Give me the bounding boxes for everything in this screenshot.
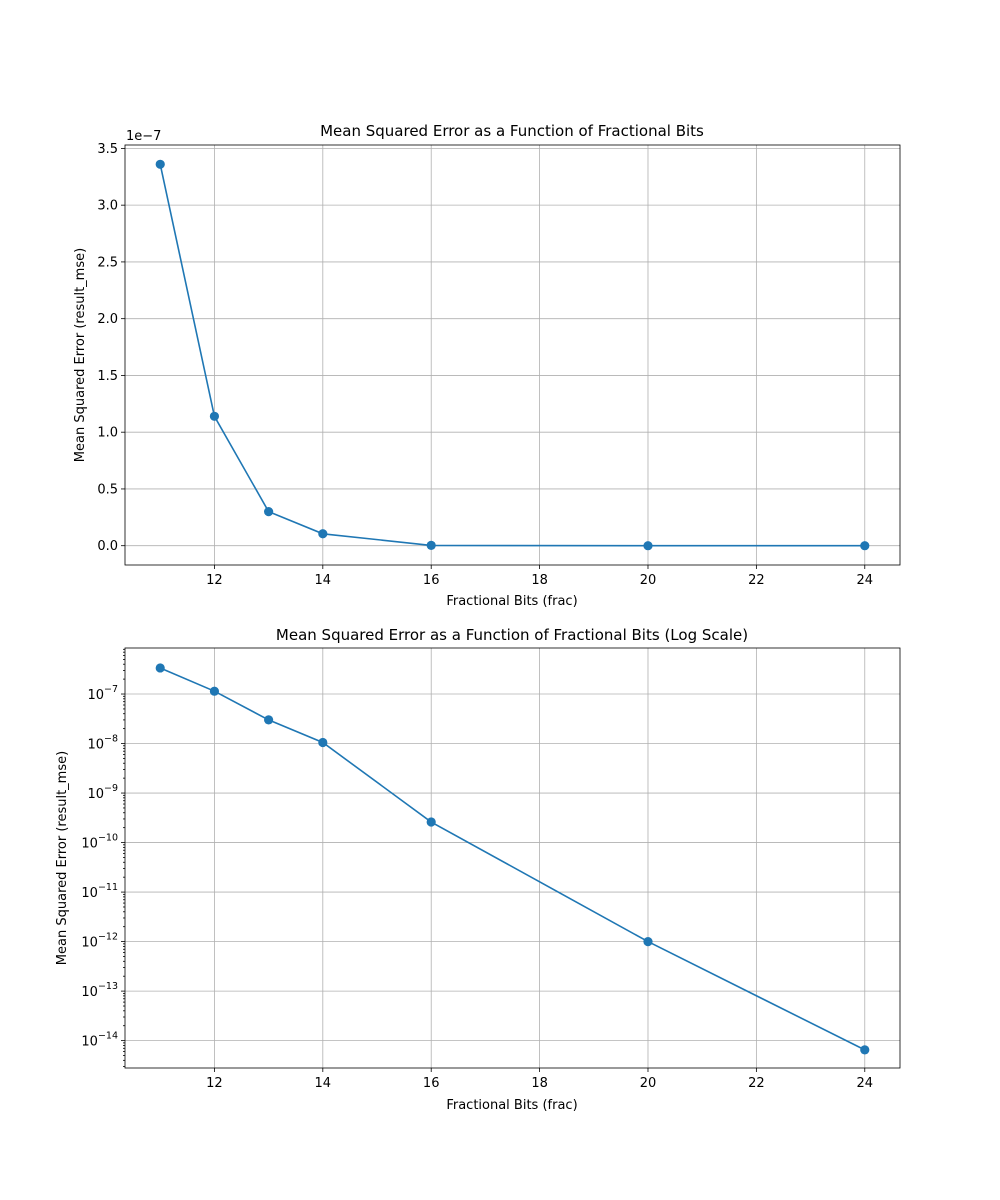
log-chart-data-point	[209, 686, 220, 696]
linear-chart-data-point	[318, 529, 328, 539]
log-chart-y-tick-label: 10−11	[81, 882, 118, 901]
log-chart-x-tick-label: 14	[315, 1076, 332, 1091]
log-chart-x-tick-label: 20	[640, 1076, 657, 1091]
log-chart-grid	[125, 648, 900, 1068]
log-chart-ticks: 12 14 16 18 20 22 24 10−14 10−13 10−12 10−11 10−10 1…	[81, 648, 873, 1091]
log-chart-x-tick-label: 22	[748, 1076, 765, 1091]
linear-chart-x-tick-label: 16	[423, 573, 440, 588]
linear-chart-y-tick-label: 2.5	[97, 255, 118, 270]
linear-chart-y-tick-label: 3.5	[97, 142, 118, 157]
linear-chart-title: Mean Squared Error as a Function of Frac…	[320, 122, 704, 140]
log-chart-data-point	[643, 936, 653, 947]
log-chart-y-tick-label: 10−7	[87, 684, 118, 703]
log-chart-x-tick-label: 18	[531, 1076, 548, 1091]
log-chart-y-tick-label: 10−12	[81, 932, 118, 951]
linear-chart-xlabel: Fractional Bits (frac)	[446, 594, 577, 609]
linear-chart-data-point	[209, 411, 220, 421]
linear-chart-y-tick-label: 2.0	[97, 312, 118, 327]
linear-chart-offset-label: 1e−7	[126, 129, 161, 144]
linear-chart-y-tick-label: 0.5	[97, 482, 118, 497]
linear-chart-data-point	[426, 540, 436, 551]
linear-chart-frame	[124, 144, 901, 566]
linear-chart-y-tick-label: 1.5	[97, 369, 118, 384]
linear-chart: Mean Squared Error as a Function of Frac…	[73, 122, 901, 609]
log-chart-data-point	[860, 1045, 870, 1055]
log-chart-x-tick-label: 24	[856, 1076, 873, 1091]
linear-chart-data-point	[860, 541, 870, 551]
linear-chart-y-tick-label: 1.0	[97, 426, 118, 441]
linear-chart-x-tick-label: 18	[531, 573, 548, 588]
linear-chart-x-tick-label: 14	[315, 573, 332, 588]
log-chart: Mean Squared Error as a Function of Frac…	[55, 626, 901, 1113]
log-chart-data-point	[155, 663, 165, 673]
linear-chart-x-tick-label: 22	[748, 573, 765, 588]
log-chart-y-tick-label: 10−14	[81, 1031, 118, 1050]
linear-chart-x-tick-label: 12	[206, 573, 223, 588]
linear-chart-y-tick-label: 3.0	[97, 199, 118, 214]
log-chart-data-point	[318, 737, 328, 748]
linear-chart-x-tick-label: 24	[856, 573, 873, 588]
log-chart-y-tick-label: 10−10	[81, 833, 118, 852]
linear-chart-ticks: 12 14 16 18 20 22 24 0.0 0.5 1.0 1.5 2.0 2.5 3.0 3.5	[97, 142, 873, 588]
log-chart-frame	[124, 647, 901, 1069]
log-chart-x-tick-label: 12	[206, 1076, 223, 1091]
linear-chart-data-point	[643, 541, 653, 551]
linear-chart-y-tick-label: 0.0	[97, 539, 118, 554]
log-chart-data-point	[426, 817, 436, 827]
linear-chart-series	[155, 159, 870, 551]
log-chart-xlabel: Fractional Bits (frac)	[446, 1098, 577, 1113]
linear-chart-data-point	[155, 159, 165, 169]
linear-chart-ylabel: Mean Squared Error (result_mse)	[73, 248, 88, 462]
log-chart-series	[155, 663, 870, 1055]
log-chart-data-point	[264, 715, 274, 725]
log-chart-y-tick-label: 10−9	[87, 783, 118, 802]
linear-chart-data-point	[264, 507, 274, 517]
log-chart-title: Mean Squared Error as a Function of Frac…	[276, 626, 748, 644]
log-chart-ylabel: Mean Squared Error (result_mse)	[55, 751, 70, 965]
log-chart-y-tick-label: 10−13	[81, 981, 118, 1000]
linear-chart-x-tick-label: 20	[640, 573, 657, 588]
log-chart-y-tick-label: 10−8	[87, 734, 118, 753]
log-chart-x-tick-label: 16	[423, 1076, 440, 1091]
